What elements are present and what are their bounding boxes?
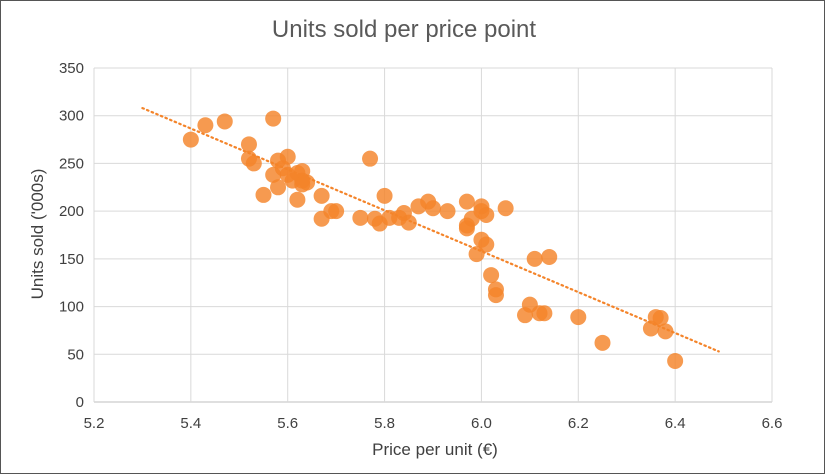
y-tick-label: 50	[67, 346, 84, 363]
x-axis-label: Price per unit (€)	[372, 440, 498, 459]
data-point	[483, 267, 500, 284]
data-point	[255, 186, 272, 203]
data-point	[478, 206, 495, 223]
x-tick-label: 6.0	[471, 415, 492, 432]
y-tick-label: 200	[59, 203, 84, 220]
x-tick-label: 5.8	[374, 415, 395, 432]
data-point	[425, 200, 441, 217]
y-tick-label: 350	[59, 60, 84, 77]
data-point	[245, 155, 262, 172]
y-axis-label: Units sold ('000s)	[28, 169, 47, 300]
y-tick-label: 300	[59, 108, 84, 125]
x-tick-label: 6.2	[568, 415, 589, 432]
data-point	[594, 334, 611, 351]
data-point	[240, 136, 257, 153]
data-point	[299, 174, 316, 191]
data-point	[216, 113, 233, 130]
y-tick-label: 0	[76, 394, 84, 411]
data-point	[439, 203, 456, 220]
data-point	[570, 309, 587, 326]
data-point	[352, 209, 369, 226]
data-point	[458, 193, 475, 210]
x-tick-label: 6.6	[762, 415, 783, 432]
data-point	[497, 200, 514, 217]
data-point	[487, 287, 504, 304]
data-point	[526, 250, 543, 267]
data-point	[400, 214, 417, 231]
data-point	[279, 148, 296, 165]
x-axis-ticks: 5.2 5.4 5.6 5.8 6.0 6.2 6.4 6.6	[84, 415, 783, 432]
trendline-layer	[141, 106, 720, 353]
data-point	[376, 187, 393, 204]
data-point	[265, 110, 282, 127]
data-point	[362, 150, 379, 167]
data-point	[328, 203, 345, 220]
data-point	[289, 191, 306, 208]
data-point	[270, 179, 287, 196]
data-point	[478, 236, 495, 253]
data-point	[541, 248, 558, 265]
data-point	[667, 352, 684, 369]
data-point	[182, 131, 199, 148]
data-point	[657, 323, 674, 340]
gridlines	[93, 67, 773, 403]
data-point	[536, 305, 553, 322]
x-tick-label: 6.4	[665, 415, 686, 432]
chart-title: Units sold per price point	[272, 16, 536, 43]
y-tick-label: 150	[59, 251, 84, 268]
y-axis-ticks: 0 50 100 150 200 250 300 350	[59, 60, 84, 411]
x-tick-label: 5.4	[180, 415, 201, 432]
x-tick-label: 5.2	[84, 415, 105, 432]
trendline	[141, 106, 720, 353]
y-tick-label: 100	[59, 299, 84, 316]
data-points	[182, 110, 684, 369]
data-point	[313, 187, 330, 204]
data-point	[652, 310, 669, 327]
y-tick-label: 250	[59, 155, 84, 172]
data-point	[197, 117, 214, 134]
x-tick-label: 5.6	[277, 415, 298, 432]
